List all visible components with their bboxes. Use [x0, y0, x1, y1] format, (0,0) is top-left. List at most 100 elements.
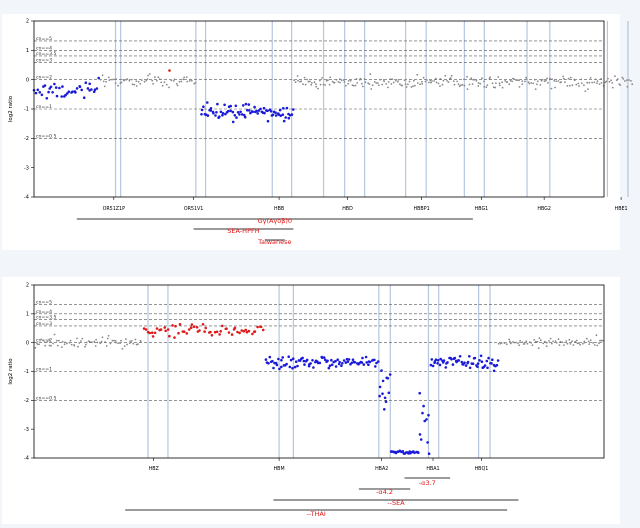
- data-point: [78, 85, 82, 89]
- data-point: [90, 88, 93, 91]
- data-point: [457, 83, 460, 86]
- data-point: [157, 76, 160, 79]
- data-point: [153, 331, 157, 335]
- cn-threshold-label: cn==3.5: [36, 314, 57, 320]
- data-point: [68, 341, 71, 344]
- data-point: [337, 362, 341, 366]
- data-point: [285, 106, 289, 110]
- data-point: [387, 81, 390, 83]
- data-point: [475, 80, 478, 82]
- data-point: [288, 365, 292, 369]
- data-point: [571, 84, 574, 87]
- data-point: [428, 81, 430, 84]
- data-point: [595, 334, 598, 337]
- data-point: [240, 113, 244, 116]
- data-point: [368, 360, 372, 364]
- data-point: [74, 91, 77, 94]
- data-point: [468, 83, 471, 86]
- data-point: [170, 79, 173, 82]
- data-point: [490, 362, 493, 365]
- data-point: [404, 83, 407, 85]
- data-point: [387, 86, 389, 89]
- data-point: [34, 346, 37, 349]
- data-point: [437, 82, 440, 85]
- data-point: [210, 334, 214, 337]
- data-point: [586, 81, 589, 84]
- data-point: [560, 81, 563, 83]
- data-point: [485, 359, 489, 363]
- data-point: [368, 83, 371, 85]
- data-point: [123, 79, 126, 82]
- data-point: [517, 342, 519, 344]
- data-point: [539, 84, 542, 86]
- data-point: [38, 91, 42, 94]
- data-point: [419, 83, 421, 86]
- data-point: [487, 356, 490, 360]
- deletion-label: --THAI: [306, 510, 325, 518]
- data-point: [261, 328, 265, 332]
- data-point: [515, 341, 517, 344]
- data-point: [301, 356, 304, 360]
- data-point: [303, 363, 306, 366]
- data-point: [311, 359, 314, 362]
- data-point: [381, 379, 385, 383]
- data-point: [185, 76, 188, 78]
- data-point: [50, 344, 52, 347]
- data-point: [105, 80, 107, 83]
- data-point: [243, 115, 247, 119]
- data-point: [457, 359, 461, 362]
- data-point: [137, 343, 139, 345]
- deletion-label: SEA-HPFH: [227, 227, 259, 235]
- data-point: [362, 363, 366, 366]
- data-point: [158, 78, 161, 80]
- data-point: [429, 363, 433, 367]
- data-point: [214, 114, 217, 117]
- gene-label: HBD: [342, 206, 353, 212]
- cn-threshold-label: cn==3: [36, 321, 52, 327]
- data-point: [557, 80, 560, 82]
- data-point: [403, 79, 406, 82]
- y-tick-label: -3: [24, 427, 29, 433]
- data-point: [417, 451, 420, 455]
- data-point: [394, 451, 398, 455]
- data-point: [543, 340, 546, 343]
- data-point: [321, 356, 324, 360]
- data-point: [516, 79, 519, 81]
- data-point: [421, 83, 424, 85]
- data-point: [291, 108, 295, 111]
- data-point: [349, 79, 352, 82]
- data-point: [383, 408, 386, 411]
- data-point: [525, 340, 528, 343]
- data-point: [524, 80, 526, 83]
- data-point: [219, 110, 223, 114]
- cn-threshold-label: cn==2: [36, 75, 52, 81]
- data-point: [294, 81, 297, 84]
- data-point: [185, 332, 189, 335]
- data-point: [213, 330, 217, 334]
- data-point: [306, 78, 308, 81]
- data-point: [275, 363, 279, 367]
- data-point: [573, 79, 576, 82]
- data-point: [304, 83, 307, 86]
- data-point: [36, 88, 40, 92]
- data-point: [36, 343, 39, 346]
- data-point: [430, 358, 434, 361]
- deletion-label: Gγ(Aγδβ)0: [258, 217, 293, 225]
- data-point: [483, 80, 485, 83]
- data-point: [563, 344, 565, 346]
- data-point: [107, 76, 110, 79]
- cn-threshold-label: cn==1: [36, 104, 52, 110]
- data-point: [498, 84, 501, 87]
- data-point: [347, 82, 349, 85]
- data-point: [543, 80, 546, 82]
- data-point: [616, 78, 619, 81]
- data-point: [551, 342, 553, 345]
- data-point: [391, 78, 394, 80]
- data-point: [387, 391, 391, 395]
- data-point: [361, 82, 363, 85]
- data-point: [318, 361, 322, 365]
- gene-label: HBQ1: [475, 466, 489, 472]
- cn-threshold-label: cn==3.5: [36, 51, 57, 57]
- data-point: [145, 79, 148, 82]
- data-point: [38, 343, 40, 346]
